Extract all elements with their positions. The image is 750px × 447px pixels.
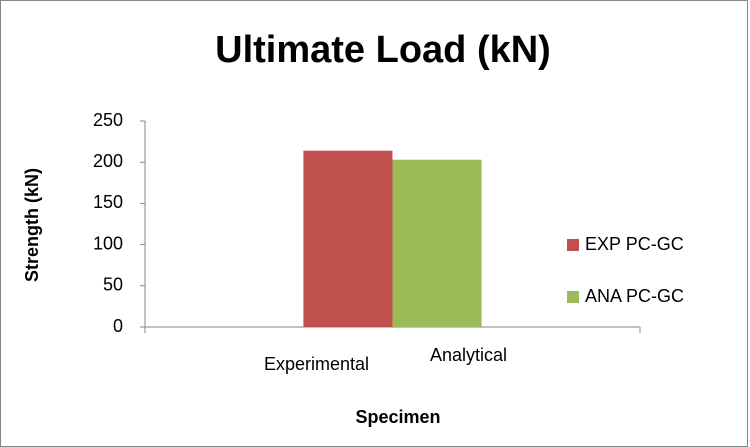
legend-label: EXP PC-GC xyxy=(585,234,684,254)
chart-title: Ultimate Load (kN) xyxy=(215,29,551,71)
legend-swatch xyxy=(567,239,579,251)
y-tick-label: 250 xyxy=(93,110,123,130)
legend-label: ANA PC-GC xyxy=(585,286,684,306)
x-axis-title: Specimen xyxy=(355,407,440,427)
y-tick-label: 100 xyxy=(93,233,123,253)
bar xyxy=(303,150,393,327)
y-axis-title: Strength (kN) xyxy=(22,168,42,282)
y-tick-label: 0 xyxy=(113,316,123,336)
y-tick-label: 200 xyxy=(93,151,123,171)
bar xyxy=(392,159,482,327)
x-tick-label: Experimental xyxy=(264,354,369,374)
legend-swatch xyxy=(567,291,579,303)
y-tick-label: 150 xyxy=(93,192,123,212)
x-tick-label: Analytical xyxy=(430,345,507,365)
y-tick-label: 50 xyxy=(103,275,123,295)
